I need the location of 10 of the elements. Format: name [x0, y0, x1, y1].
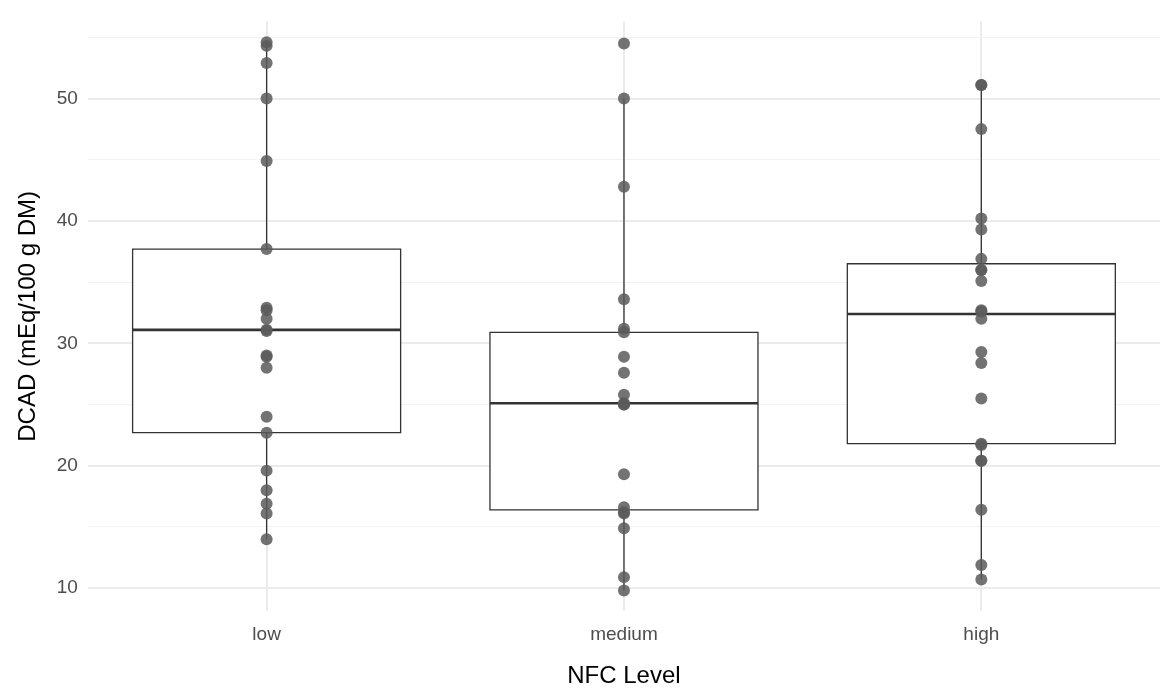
y-tick-label: 10 — [56, 576, 78, 598]
y-tick-label: 30 — [56, 331, 78, 353]
x-tick-label: high — [963, 623, 1000, 645]
y-tick-label: 20 — [56, 453, 78, 475]
y-tick-label: 40 — [56, 209, 78, 231]
x-tick-label: low — [252, 623, 282, 645]
y-axis-title: DCAD (mEq/100 g DM) — [13, 191, 41, 442]
y-tick-label: 50 — [56, 86, 78, 108]
x-tick-label: medium — [590, 623, 658, 645]
x-axis-title: NFC Level — [567, 661, 681, 689]
